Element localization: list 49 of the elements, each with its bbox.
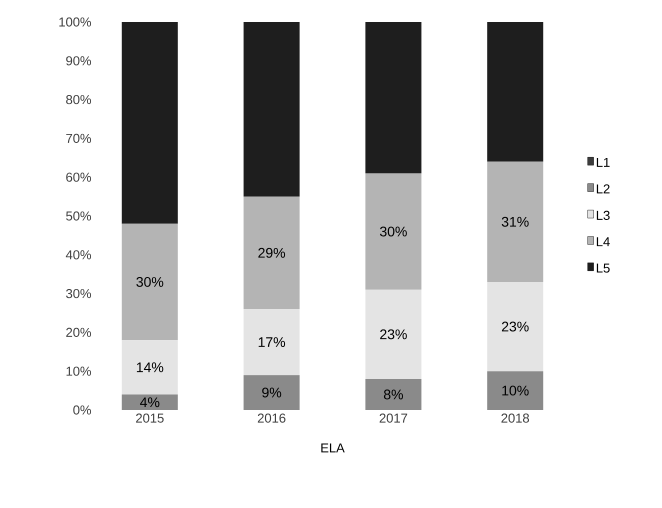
- x-axis-title: ELA: [321, 443, 345, 452]
- bar: [122, 394, 178, 410]
- y-tick-label: 40%: [66, 250, 92, 260]
- x-tick-label: 2017: [380, 414, 408, 423]
- x-tick-label: 2015: [136, 414, 164, 423]
- bar: [365, 22, 422, 174]
- y-tick-label: 100%: [59, 17, 92, 27]
- y-tick-label: 50%: [66, 211, 92, 221]
- legend-label: L1: [596, 158, 610, 167]
- data-label: 14%: [136, 362, 164, 372]
- x-tick-label: 2016: [258, 414, 286, 423]
- bar: [122, 224, 178, 340]
- data-label: 30%: [136, 277, 164, 287]
- y-tick-label: 70%: [66, 134, 92, 143]
- bar: [365, 290, 422, 379]
- y-tick-label: 90%: [66, 56, 92, 66]
- data-label: 17%: [258, 337, 286, 347]
- bar: [487, 22, 544, 162]
- data-label: 4%: [140, 397, 160, 408]
- legend-label: L5: [596, 264, 610, 273]
- bar: [244, 22, 300, 197]
- y-tick-label: 30%: [66, 289, 92, 298]
- y-tick-label: 20%: [66, 328, 92, 337]
- y-tick-label: 60%: [66, 172, 92, 182]
- data-label: 31%: [502, 216, 529, 227]
- bar: [244, 309, 300, 376]
- bar: [244, 375, 300, 410]
- y-tick-label: 80%: [66, 95, 92, 104]
- bar: [122, 340, 178, 394]
- data-label: 9%: [262, 388, 282, 398]
- y-tick-label: 0%: [73, 405, 92, 415]
- bar: [365, 173, 422, 290]
- bar: [122, 22, 178, 224]
- bar: [244, 196, 300, 310]
- data-label: 29%: [258, 248, 286, 258]
- bar: [487, 282, 544, 372]
- data-label: 8%: [384, 390, 403, 400]
- bar: [487, 371, 544, 410]
- data-label: 23%: [380, 329, 407, 340]
- legend-label: L2: [596, 184, 610, 194]
- x-tick-label: 2018: [501, 414, 530, 423]
- data-label: 10%: [502, 386, 529, 396]
- legend-label: L3: [596, 210, 610, 220]
- legend-label: L4: [596, 237, 610, 246]
- bar: [487, 162, 544, 282]
- data-label: 23%: [502, 322, 529, 332]
- y-tick-label: 10%: [66, 366, 92, 376]
- bar: [365, 378, 422, 410]
- data-label: 30%: [380, 226, 407, 236]
